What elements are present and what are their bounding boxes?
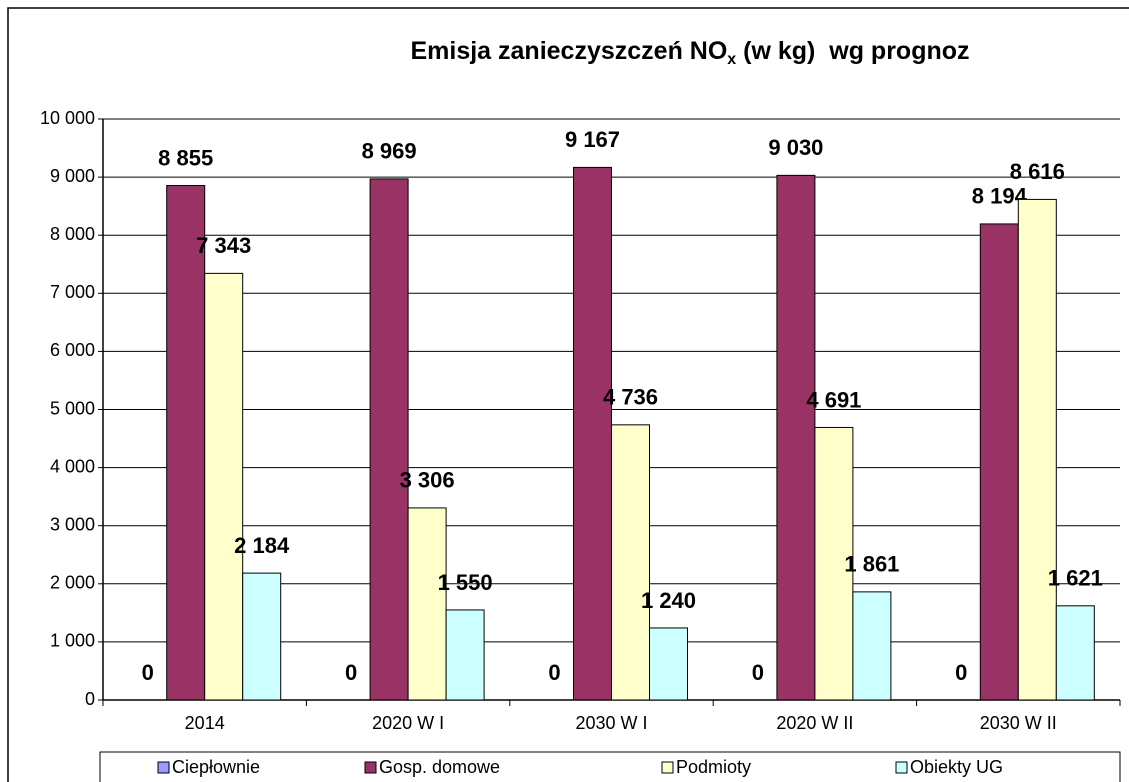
bar (1017, 198, 1057, 701)
legend-swatch (157, 761, 170, 774)
data-label: 0 (955, 660, 967, 685)
y-tick-label: 2 000 (50, 573, 95, 593)
bar (407, 507, 447, 701)
data-label: 4 691 (806, 387, 861, 412)
x-tick-label: 2020 W I (372, 713, 444, 733)
bar (573, 166, 612, 701)
x-tick-label: 2030 W II (980, 713, 1057, 733)
legend-swatch (895, 761, 908, 774)
bar (649, 627, 688, 701)
y-tick-label: 5 000 (50, 398, 95, 418)
legend-label: Obiekty UG (910, 757, 1003, 777)
bar (369, 178, 409, 701)
legend-label: Gosp. domowe (379, 757, 500, 777)
y-tick-label: 9 000 (50, 166, 95, 186)
y-tick-label: 0 (85, 689, 95, 709)
data-label: 9 167 (565, 127, 620, 152)
legend-swatch (661, 761, 674, 774)
data-label: 1 550 (438, 570, 493, 595)
title-part: Emisja zanieczyszczeń NO (410, 37, 727, 65)
data-label: 1 621 (1048, 566, 1103, 591)
bar (776, 174, 816, 701)
bar (204, 272, 244, 701)
y-tick-label: 4 000 (50, 456, 95, 476)
data-label: 0 (345, 660, 357, 685)
bar (166, 185, 206, 701)
data-label: 0 (548, 660, 560, 685)
chart-title: Emisja zanieczyszczeń NOx (w kg) wg prog… (410, 37, 969, 69)
data-label: 2 184 (234, 533, 290, 558)
data-label: 8 855 (158, 145, 213, 170)
bar (611, 424, 650, 701)
bar (852, 591, 892, 701)
data-label: 1 861 (844, 552, 899, 577)
data-label: 4 736 (603, 385, 658, 410)
data-label: 1 240 (641, 588, 696, 613)
legend-swatch (364, 761, 377, 774)
y-tick-label: 10 000 (40, 108, 95, 128)
bar (979, 223, 1019, 701)
data-label: 0 (142, 660, 154, 685)
legend-label: Ciepłownie (172, 757, 260, 777)
y-tick-label: 6 000 (50, 340, 95, 360)
legend-box (99, 751, 1121, 782)
x-tick-label: 2030 W I (575, 713, 647, 733)
y-tick-label: 1 000 (50, 631, 95, 651)
bar (242, 572, 282, 701)
title-part: (w kg) wg prognoz (736, 37, 969, 65)
data-label: 8 969 (362, 139, 417, 164)
x-tick-label: 2020 W II (776, 713, 853, 733)
data-label: 7 343 (196, 233, 251, 258)
y-tick-label: 7 000 (50, 282, 95, 302)
x-tick-label: 2014 (185, 713, 225, 733)
bar (814, 426, 854, 701)
y-tick-label: 8 000 (50, 224, 95, 244)
data-label: 8 616 (1010, 159, 1065, 184)
bar (1055, 605, 1095, 701)
data-label: 9 030 (768, 135, 823, 160)
y-tick-label: 3 000 (50, 514, 95, 534)
legend-label: Podmioty (676, 757, 751, 777)
bar (445, 609, 485, 701)
data-label: 3 306 (400, 468, 455, 493)
data-label: 0 (752, 660, 764, 685)
title-subscript: x (727, 51, 736, 68)
